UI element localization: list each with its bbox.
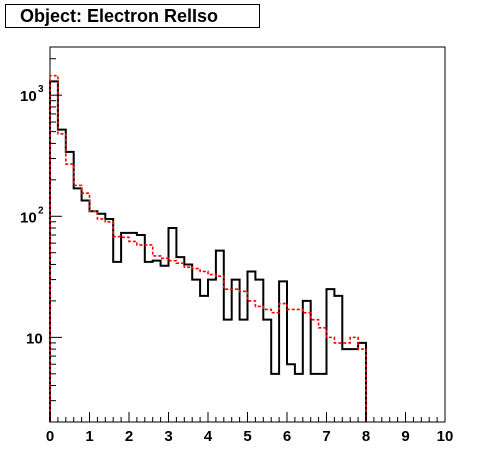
y-tick-exponent: 2 bbox=[38, 205, 44, 216]
series-line-0 bbox=[49, 80, 367, 422]
x-tick-label: 5 bbox=[243, 428, 251, 445]
chart-title: Object: Electron RelIso bbox=[5, 4, 260, 28]
x-tick-label: 6 bbox=[283, 428, 291, 445]
series-line-1 bbox=[49, 74, 367, 422]
x-tick-label: 1 bbox=[85, 428, 93, 445]
y-tick-label: 10 bbox=[20, 88, 37, 105]
y-tick-label: 10 bbox=[26, 330, 43, 347]
x-tick-label: 3 bbox=[164, 428, 172, 445]
x-tick-label: 4 bbox=[204, 428, 213, 445]
x-tick-label: 10 bbox=[437, 428, 454, 445]
plot-frame bbox=[49, 46, 446, 423]
x-tick-label: 0 bbox=[46, 428, 54, 445]
y-tick-label: 10 bbox=[20, 209, 37, 226]
x-tick-label: 7 bbox=[322, 428, 330, 445]
y-tick-exponent: 3 bbox=[38, 84, 44, 95]
x-tick-label: 2 bbox=[125, 428, 133, 445]
x-tick-label: 8 bbox=[362, 428, 370, 445]
x-tick-label: 9 bbox=[401, 428, 409, 445]
